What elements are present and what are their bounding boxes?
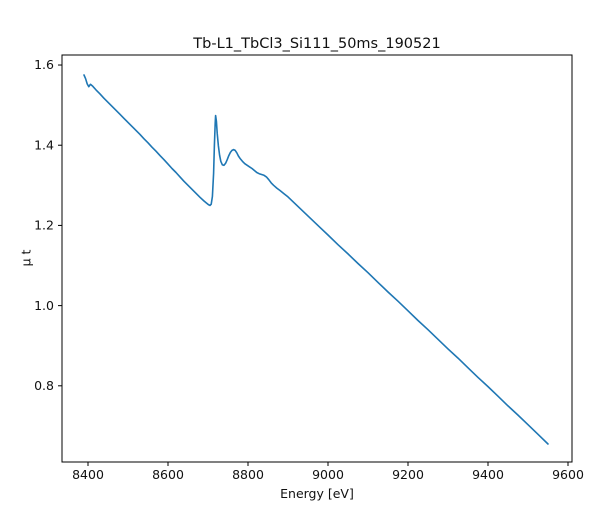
plot-frame bbox=[61, 54, 573, 463]
x-tick-label: 8800 bbox=[232, 467, 264, 482]
x-tick-label: 8400 bbox=[72, 467, 104, 482]
x-tick-label: 9000 bbox=[312, 467, 344, 482]
y-tick-label: 1.2 bbox=[34, 218, 54, 233]
y-axis-label: μ t bbox=[18, 249, 34, 267]
data-line bbox=[83, 74, 549, 445]
y-axis-ticks: 0.8 1.0 1.2 1.4 1.6 bbox=[34, 57, 62, 393]
x-tick-label: 9200 bbox=[392, 467, 424, 482]
x-axis-label: Energy [eV] bbox=[280, 486, 354, 501]
y-tick-label: 1.0 bbox=[34, 298, 54, 313]
chart-title: Tb-L1_TbCl3_Si111_50ms_190521 bbox=[193, 36, 441, 52]
x-tick-label: 8600 bbox=[152, 467, 184, 482]
x-axis-ticks: 8400 8600 8800 9000 9200 9400 9600 bbox=[72, 462, 584, 482]
y-tick-label: 0.8 bbox=[34, 378, 54, 393]
y-tick-label: 1.4 bbox=[34, 137, 54, 152]
x-tick-label: 9400 bbox=[472, 467, 504, 482]
x-tick-label: 9600 bbox=[552, 467, 584, 482]
y-tick-label: 1.6 bbox=[34, 57, 54, 72]
